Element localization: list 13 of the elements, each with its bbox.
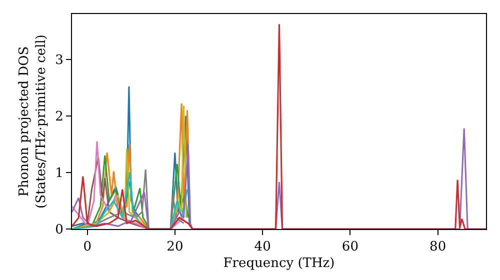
x-axis-title: Frequency (THz) — [223, 256, 335, 272]
y-tick-label: 1 — [55, 166, 64, 181]
line-series — [72, 23, 486, 229]
x-tick-label: 0 — [83, 240, 92, 255]
y-tick-label: 3 — [55, 52, 64, 68]
x-tick-label: 20 — [166, 240, 184, 255]
x-tick-label: 60 — [342, 240, 358, 255]
x-tick-label: 80 — [430, 240, 446, 255]
y-tick-label: 0 — [55, 222, 64, 238]
line-series — [72, 140, 184, 229]
y-tick-label: 2 — [55, 109, 64, 124]
x-tick-label: 40 — [254, 240, 271, 255]
y-axis-title: Phonon projected DOS (States/THz·primitive cell) — [17, 34, 50, 209]
